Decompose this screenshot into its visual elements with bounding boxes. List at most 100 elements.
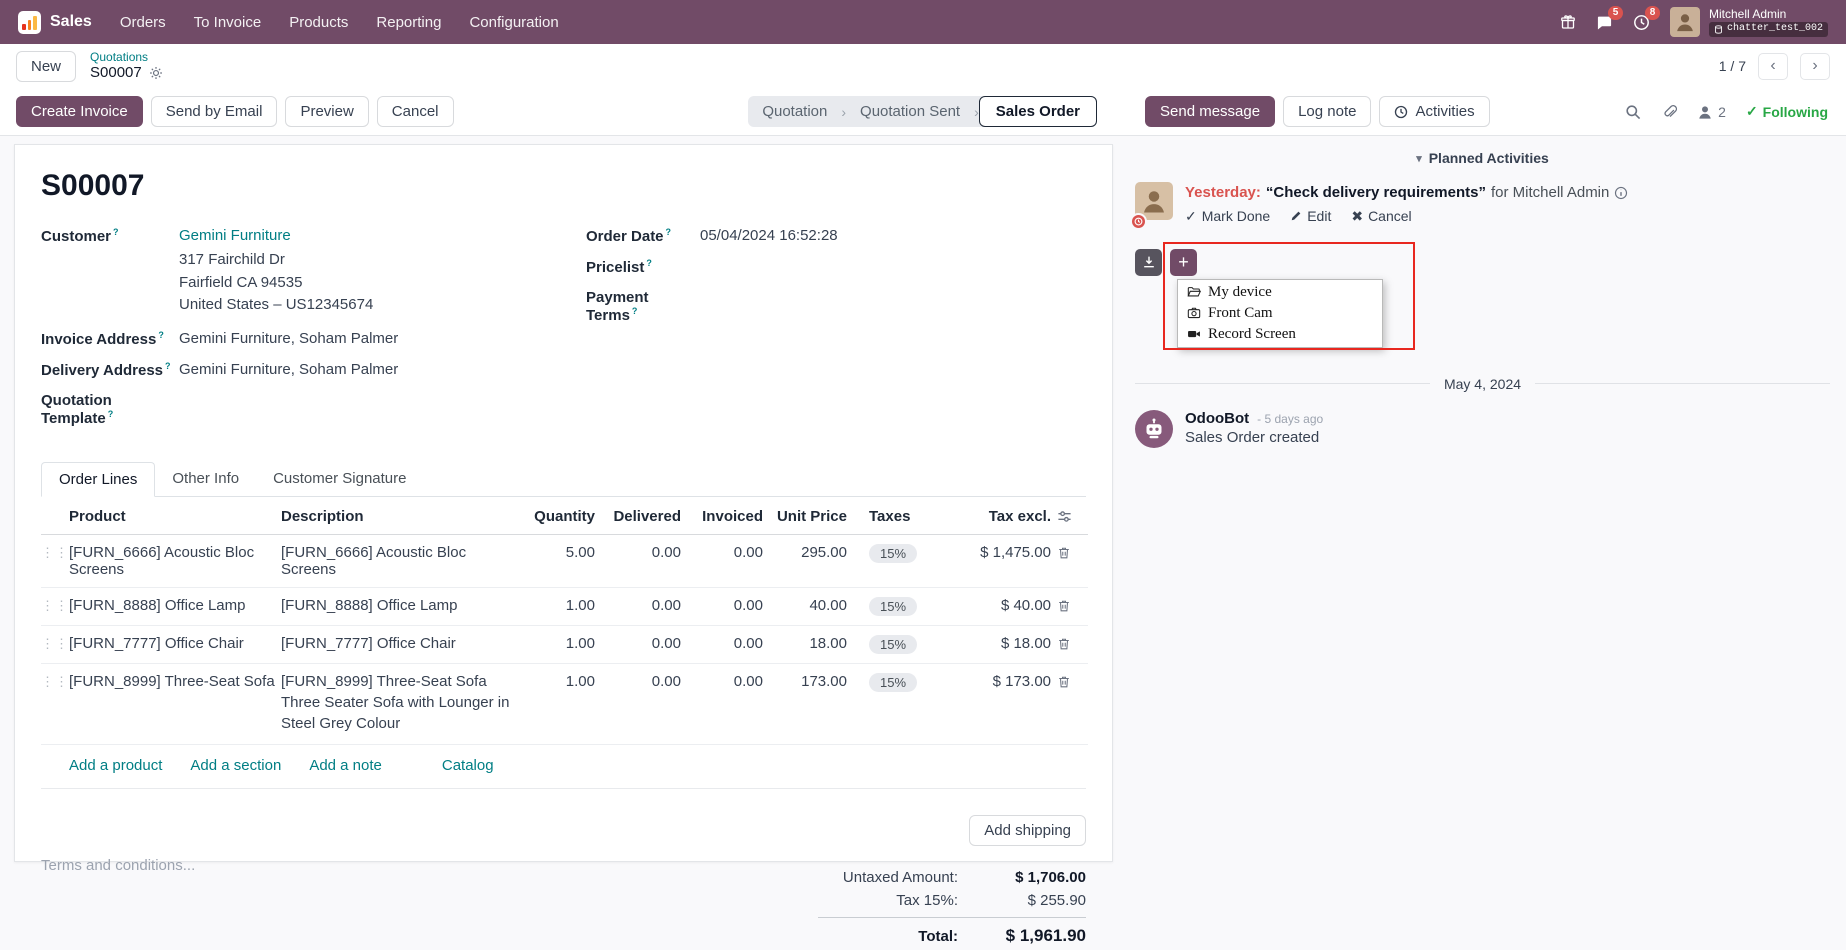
- menu-item-record-screen[interactable]: Record Screen: [1178, 324, 1382, 345]
- table-row[interactable]: ⋮⋮ [FURN_8999] Three-Seat Sofa [FURN_899…: [41, 663, 1088, 745]
- cell-unit-price[interactable]: 40.00: [769, 587, 853, 626]
- cell-unit-price[interactable]: 18.00: [769, 625, 853, 664]
- nav-item-to-invoice[interactable]: To Invoice: [193, 13, 262, 31]
- cell-product[interactable]: [FURN_8999] Three-Seat Sofa: [69, 663, 281, 745]
- menu-item-front-cam[interactable]: Front Cam: [1178, 303, 1382, 324]
- messages-icon[interactable]: 5: [1596, 5, 1623, 31]
- pager-previous-button[interactable]: ‹: [1758, 52, 1788, 80]
- customer-field[interactable]: Gemini Furniture 317 Fairchild Dr Fairfi…: [179, 227, 586, 317]
- terms-and-conditions-field[interactable]: Terms and conditions...: [41, 857, 196, 874]
- followers-button[interactable]: 2: [1697, 104, 1726, 120]
- nav-item-reporting[interactable]: Reporting: [376, 13, 442, 31]
- delete-row-icon[interactable]: [1057, 635, 1071, 652]
- cell-delivered[interactable]: 0.00: [601, 587, 687, 626]
- breadcrumb-parent[interactable]: Quotations: [90, 49, 149, 64]
- cancel-activity-button[interactable]: ✖ Cancel: [1351, 207, 1412, 225]
- status-quotation-sent[interactable]: Quotation Sent: [860, 103, 961, 120]
- tab-other-info[interactable]: Other Info: [172, 469, 240, 487]
- gift-icon[interactable]: [1560, 14, 1576, 30]
- cell-description[interactable]: [FURN_8999] Three-Seat Sofa Three Seater…: [281, 663, 521, 745]
- table-row[interactable]: ⋮⋮ [FURN_8888] Office Lamp [FURN_8888] O…: [41, 587, 1088, 626]
- cell-product[interactable]: [FURN_8888] Office Lamp: [69, 587, 281, 626]
- tax-badge[interactable]: 15%: [869, 672, 918, 692]
- cell-quantity[interactable]: 1.00: [521, 663, 601, 745]
- cell-description[interactable]: [FURN_8888] Office Lamp: [281, 587, 521, 626]
- tax-badge[interactable]: 15%: [869, 596, 918, 616]
- col-invoiced[interactable]: Invoiced: [687, 496, 769, 535]
- col-quantity[interactable]: Quantity: [521, 496, 601, 535]
- drag-handle-icon[interactable]: ⋮⋮: [41, 673, 69, 689]
- drag-handle-icon[interactable]: ⋮⋮: [41, 635, 69, 651]
- add-attachment-button[interactable]: +: [1170, 248, 1197, 276]
- tax-badge[interactable]: 15%: [869, 543, 918, 563]
- cancel-button[interactable]: Cancel: [376, 96, 454, 127]
- attachments-icon[interactable]: [1661, 104, 1678, 120]
- info-icon[interactable]: [1614, 186, 1628, 200]
- activities-clock-icon[interactable]: 8: [1633, 5, 1660, 31]
- preview-button[interactable]: Preview: [285, 96, 369, 127]
- drag-handle-icon[interactable]: ⋮⋮: [41, 597, 69, 613]
- new-button[interactable]: New: [16, 50, 77, 82]
- col-tax-excl[interactable]: Tax excl.: [945, 496, 1057, 535]
- add-a-note-link[interactable]: Add a note: [309, 757, 382, 774]
- log-note-button[interactable]: Log note: [1283, 96, 1372, 127]
- delete-row-icon[interactable]: [1057, 544, 1071, 561]
- cell-unit-price[interactable]: 295.00: [769, 534, 853, 588]
- pager-next-button[interactable]: ›: [1800, 52, 1830, 80]
- add-a-section-link[interactable]: Add a section: [190, 757, 282, 774]
- message-author[interactable]: OdooBot: [1185, 409, 1250, 427]
- delivery-address-field[interactable]: Gemini Furniture, Soham Palmer: [179, 360, 399, 378]
- cell-quantity[interactable]: 5.00: [521, 534, 601, 588]
- add-shipping-button[interactable]: Add shipping: [969, 815, 1086, 846]
- cell-invoiced[interactable]: 0.00: [687, 534, 769, 588]
- cell-product[interactable]: [FURN_6666] Acoustic Bloc Screens: [69, 534, 281, 588]
- col-product[interactable]: Product: [69, 496, 281, 535]
- delete-row-icon[interactable]: [1057, 673, 1071, 690]
- mark-done-button[interactable]: ✓ Mark Done: [1185, 207, 1271, 225]
- invoice-address-field[interactable]: Gemini Furniture, Soham Palmer: [179, 329, 399, 347]
- nav-item-configuration[interactable]: Configuration: [469, 13, 559, 31]
- table-row[interactable]: ⋮⋮ [FURN_6666] Acoustic Bloc Screens [FU…: [41, 534, 1088, 588]
- cell-delivered[interactable]: 0.00: [601, 663, 687, 745]
- user-menu[interactable]: Mitchell Admin chatter_test_002: [1669, 7, 1828, 37]
- app-switcher[interactable]: Sales: [18, 10, 92, 34]
- following-button[interactable]: ✓ Following: [1745, 103, 1828, 120]
- status-sales-order[interactable]: Sales Order: [978, 96, 1097, 127]
- nav-item-orders[interactable]: Orders: [119, 13, 166, 31]
- delete-row-icon[interactable]: [1057, 597, 1071, 614]
- order-date-field[interactable]: 05/04/2024 16:52:28: [700, 227, 838, 244]
- add-a-product-link[interactable]: Add a product: [69, 757, 163, 774]
- planned-activities-toggle[interactable]: ▾ Planned Activities: [1416, 150, 1549, 166]
- customer-link[interactable]: Gemini Furniture: [179, 227, 291, 244]
- cell-delivered[interactable]: 0.00: [601, 534, 687, 588]
- cell-delivered[interactable]: 0.00: [601, 625, 687, 664]
- create-invoice-button[interactable]: Create Invoice: [16, 96, 143, 127]
- nav-item-products[interactable]: Products: [289, 13, 349, 31]
- drag-handle-icon[interactable]: ⋮⋮: [41, 544, 69, 560]
- search-messages-icon[interactable]: [1625, 104, 1641, 120]
- edit-activity-button[interactable]: Edit: [1290, 208, 1331, 225]
- gear-icon[interactable]: [149, 66, 163, 80]
- col-delivered[interactable]: Delivered: [601, 496, 687, 535]
- send-by-email-button[interactable]: Send by Email: [150, 96, 278, 127]
- col-description[interactable]: Description: [281, 496, 521, 535]
- status-quotation[interactable]: Quotation: [762, 103, 828, 120]
- cell-product[interactable]: [FURN_7777] Office Chair: [69, 625, 281, 664]
- tax-badge[interactable]: 15%: [869, 634, 918, 654]
- col-taxes[interactable]: Taxes: [853, 496, 945, 535]
- optional-columns-icon[interactable]: [1057, 508, 1072, 525]
- send-message-button[interactable]: Send message: [1145, 96, 1276, 127]
- cell-quantity[interactable]: 1.00: [521, 625, 601, 664]
- cell-invoiced[interactable]: 0.00: [687, 663, 769, 745]
- download-button[interactable]: [1135, 248, 1162, 276]
- cell-description[interactable]: [FURN_7777] Office Chair: [281, 625, 521, 664]
- cell-invoiced[interactable]: 0.00: [687, 625, 769, 664]
- activities-button[interactable]: Activities: [1379, 96, 1490, 127]
- cell-unit-price[interactable]: 173.00: [769, 663, 853, 745]
- cell-quantity[interactable]: 1.00: [521, 587, 601, 626]
- table-row[interactable]: ⋮⋮ [FURN_7777] Office Chair [FURN_7777] …: [41, 625, 1088, 664]
- cell-invoiced[interactable]: 0.00: [687, 587, 769, 626]
- catalog-link[interactable]: Catalog: [441, 757, 494, 774]
- cell-description[interactable]: [FURN_6666] Acoustic Bloc Screens: [281, 534, 521, 588]
- col-unit-price[interactable]: Unit Price: [769, 496, 853, 535]
